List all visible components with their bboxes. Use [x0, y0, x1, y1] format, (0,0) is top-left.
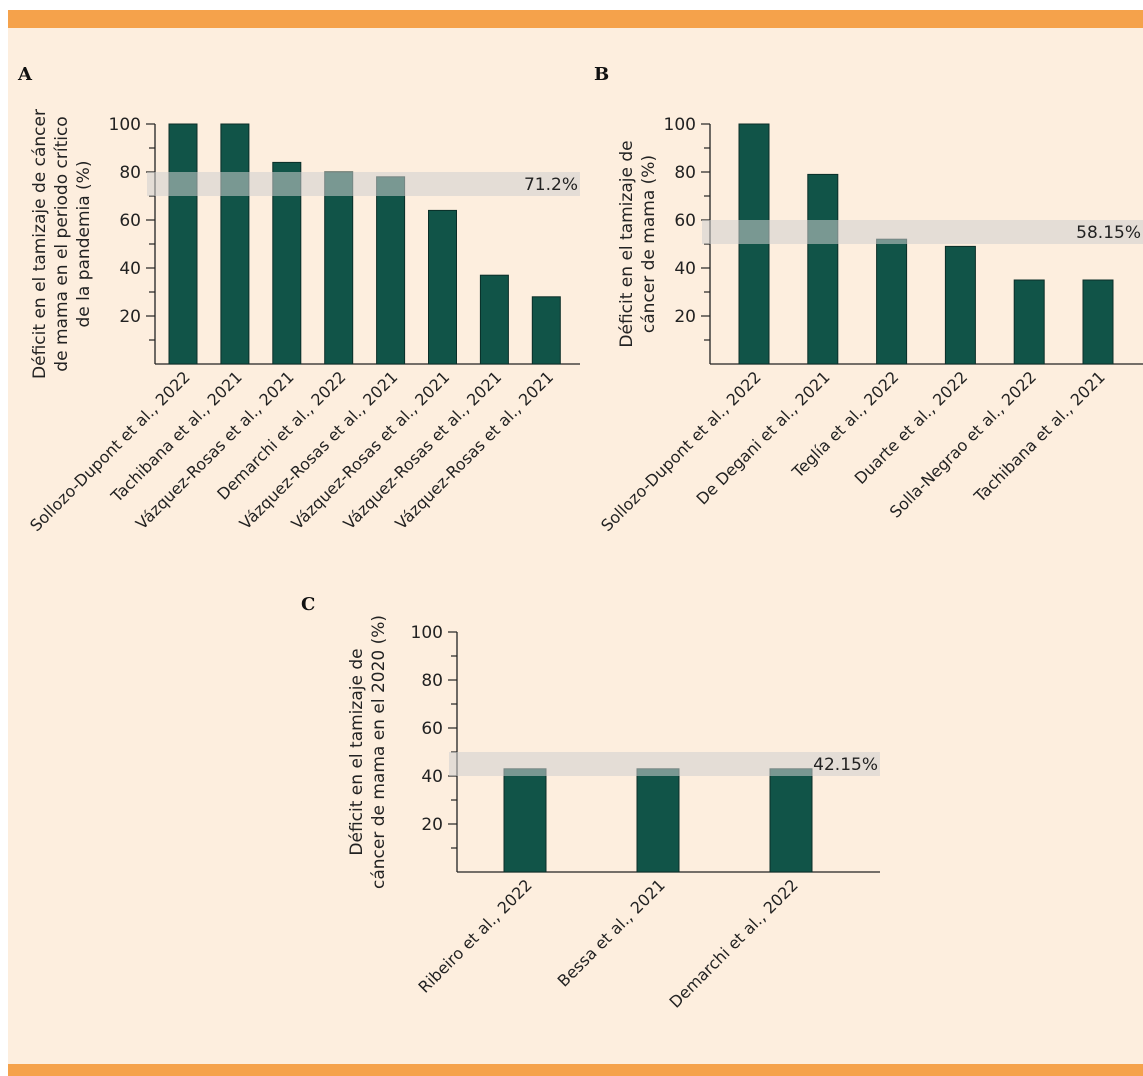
chart-c-category-label: Ribeiro et al., 2022	[415, 875, 536, 996]
chart-b-average-label: 58.15%	[1076, 223, 1141, 243]
chart-c-average-label: 42.15%	[813, 755, 878, 775]
chart-a-y-tick-label: 60	[119, 211, 141, 231]
chart-a-bar	[531, 296, 561, 365]
chart-a-panel-letter: A	[17, 64, 33, 85]
chart-a-average-label: 71.2%	[524, 175, 578, 195]
chart-c-bar	[636, 768, 680, 873]
chart-b-bar	[944, 245, 976, 365]
chart-c-category-label: Bessa et al., 2021	[554, 875, 669, 990]
top-accent-band	[8, 10, 1143, 28]
chart-a-y-tick-label: 100	[109, 115, 141, 135]
chart-b-y-tick-label: 100	[664, 115, 696, 135]
chart-a-y-axis-title: de mama en el periodo crítico	[52, 116, 72, 371]
chart-a-bar	[168, 123, 198, 365]
chart-c-y-tick-label: 80	[421, 671, 443, 691]
chart-c-y-tick-label: 100	[411, 623, 443, 643]
chart-b-y-tick-label: 20	[674, 307, 696, 327]
chart-b-average-band	[702, 220, 1143, 244]
chart-a-y-tick-label: 40	[119, 259, 141, 279]
chart-c-y-tick-label: 40	[421, 767, 443, 787]
chart-c-average-band	[449, 752, 880, 776]
chart-a-y-axis-title: Déficit en el tamizaje de cáncer	[30, 109, 50, 379]
chart-b-category-label: De Degani et al., 2021	[693, 367, 834, 508]
chart-b-category-label: Solla-Negrao et al., 2022	[886, 367, 1040, 521]
chart-a-bar	[479, 274, 509, 365]
chart-a-y-tick-label: 20	[119, 307, 141, 327]
chart-b-y-tick-label: 80	[674, 163, 696, 183]
chart-b-bar	[807, 173, 839, 365]
chart-b-bar	[1082, 279, 1114, 365]
chart-a-y-tick-label: 80	[119, 163, 141, 183]
chart-b-bar	[1013, 279, 1045, 365]
chart-a-bar	[376, 176, 406, 365]
chart-c-panel-letter: C	[301, 594, 315, 615]
chart-b-y-tick-label: 40	[674, 259, 696, 279]
chart-c-category-label: Demarchi et al., 2022	[666, 875, 802, 1011]
chart-c-y-tick-label: 20	[421, 815, 443, 835]
chart-b-category-label: Tachibana et al., 2021	[970, 367, 1109, 506]
chart-a-average-band	[147, 172, 580, 196]
chart-a-bar	[220, 123, 250, 365]
chart-c-bar	[769, 768, 813, 873]
chart-b-panel-letter: B	[594, 64, 609, 85]
chart-c-y-axis-title: Déficit en el tamizaje de	[347, 648, 367, 855]
chart-b-y-axis-title: cáncer de mama (%)	[639, 155, 659, 333]
chart-c-y-tick-label: 60	[421, 719, 443, 739]
chart-b-category-label: Duarte et al., 2022	[851, 367, 972, 488]
chart-a-bar	[428, 209, 457, 365]
chart-a-bar	[324, 171, 354, 365]
chart-b-y-axis-title: Déficit en el tamizaje de	[617, 140, 637, 347]
bottom-accent-band	[8, 1064, 1143, 1076]
chart-b-y-tick-label: 60	[674, 211, 696, 231]
chart-a-y-axis-title: de la pandemia (%)	[74, 161, 94, 328]
chart-b-bar	[876, 238, 908, 365]
chart-c-bar	[503, 768, 547, 873]
chart-c-y-axis-title: cáncer de mama en el 2020 (%)	[369, 615, 389, 889]
